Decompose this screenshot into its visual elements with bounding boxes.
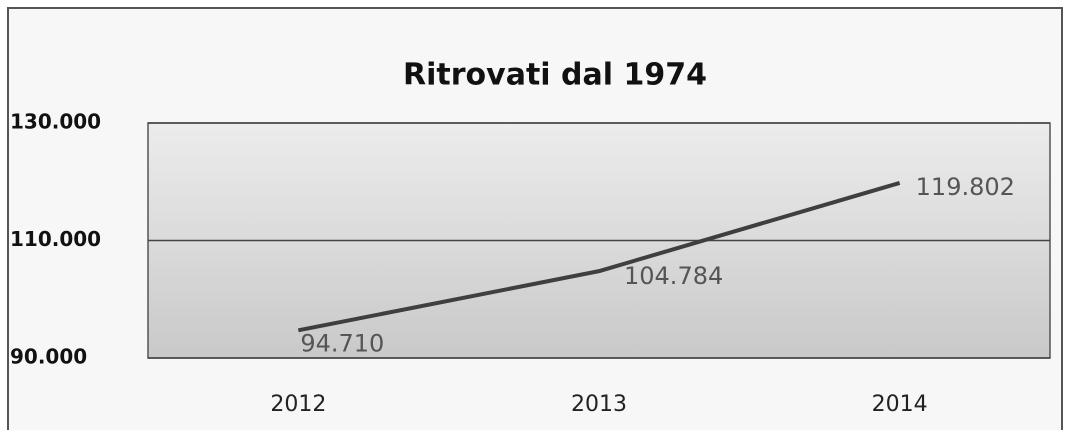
y-tick-label: 110.000 [10, 227, 101, 251]
y-tick-label: 130.000 [10, 110, 101, 134]
data-label: 119.802 [916, 173, 1015, 201]
chart-title: Ritrovati dal 1974 [403, 58, 707, 93]
x-tick-label: 2013 [571, 392, 627, 417]
data-label: 104.784 [624, 262, 723, 290]
data-label: 94.710 [300, 329, 384, 357]
y-tick-label: 90.000 [10, 345, 87, 369]
data-line [297, 180, 901, 333]
x-tick-label: 2012 [270, 392, 326, 417]
x-tick-label: 2014 [872, 392, 928, 417]
